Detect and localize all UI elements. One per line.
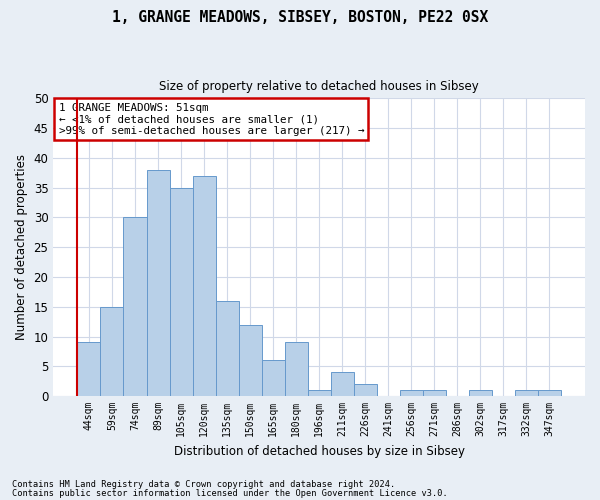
Title: Size of property relative to detached houses in Sibsey: Size of property relative to detached ho… [159,80,479,93]
Bar [400,390,423,396]
Bar [538,390,561,396]
Bar [100,306,124,396]
X-axis label: Distribution of detached houses by size in Sibsey: Distribution of detached houses by size … [173,444,464,458]
Bar [262,360,284,396]
Bar [284,342,308,396]
Text: 1, GRANGE MEADOWS, SIBSEY, BOSTON, PE22 0SX: 1, GRANGE MEADOWS, SIBSEY, BOSTON, PE22 … [112,10,488,25]
Bar [146,170,170,396]
Bar [193,176,215,396]
Bar [239,324,262,396]
Y-axis label: Number of detached properties: Number of detached properties [15,154,28,340]
Bar [124,218,146,396]
Bar [469,390,492,396]
Bar [353,384,377,396]
Bar [515,390,538,396]
Text: 1 GRANGE MEADOWS: 51sqm
← <1% of detached houses are smaller (1)
>99% of semi-de: 1 GRANGE MEADOWS: 51sqm ← <1% of detache… [59,103,364,136]
Bar [215,301,239,396]
Bar [308,390,331,396]
Bar [331,372,353,396]
Bar [170,188,193,396]
Text: Contains HM Land Registry data © Crown copyright and database right 2024.: Contains HM Land Registry data © Crown c… [12,480,395,489]
Text: Contains public sector information licensed under the Open Government Licence v3: Contains public sector information licen… [12,488,448,498]
Bar [77,342,100,396]
Bar [423,390,446,396]
